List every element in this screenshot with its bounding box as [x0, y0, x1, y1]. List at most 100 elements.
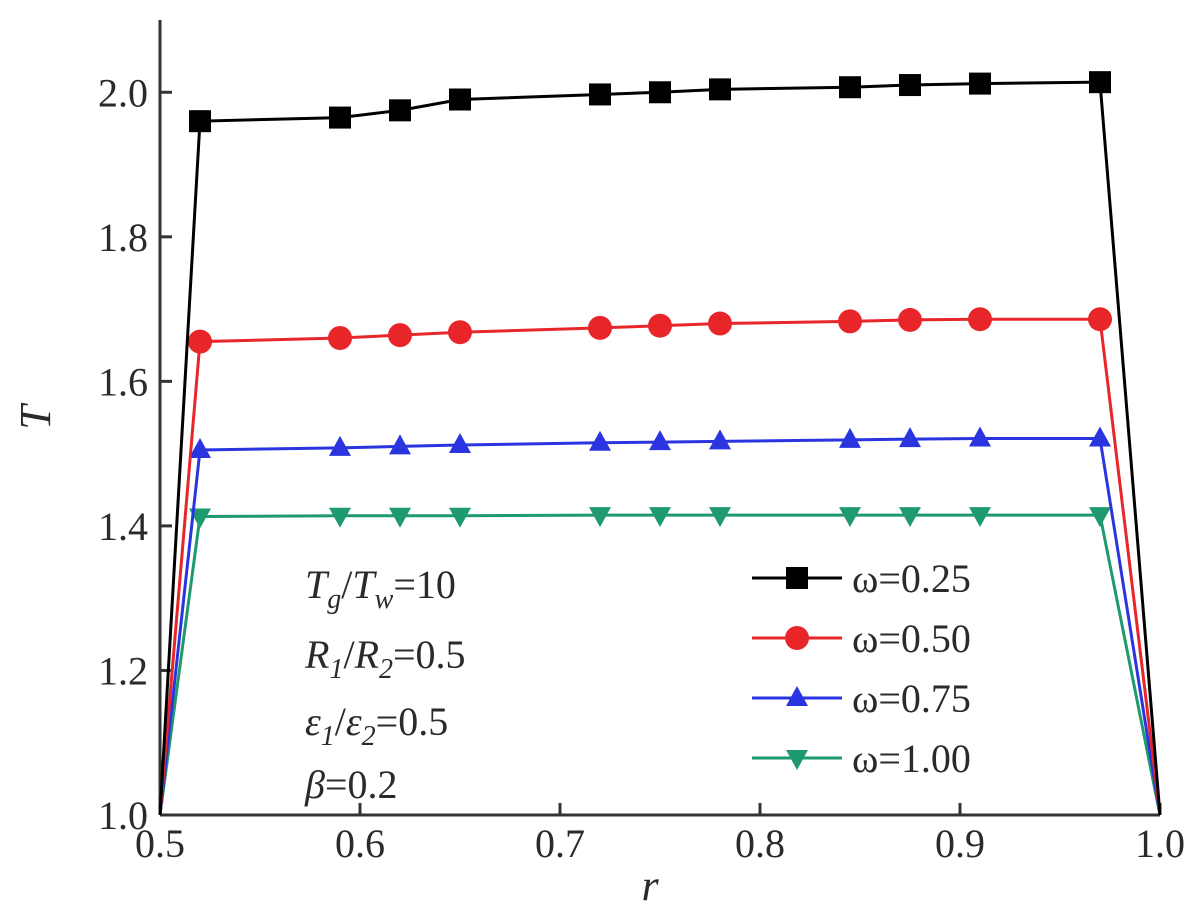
param-subscript: 2 [362, 721, 376, 752]
legend-entry: ω=1.00 [752, 736, 971, 781]
param-subscript: 1 [321, 721, 335, 752]
data-point [589, 430, 611, 451]
y-tick-label: 1.0 [98, 793, 148, 838]
legend-entry: ω=0.50 [752, 616, 971, 661]
parameter-line: R1/R2=0.5 [304, 632, 466, 685]
data-point [389, 99, 411, 122]
legend-marker [786, 686, 808, 706]
data-point [1089, 507, 1111, 528]
legend-marker [785, 626, 809, 650]
param-symbol: β [304, 762, 325, 807]
data-point [188, 329, 212, 354]
legend-entry: ω=0.75 [752, 676, 971, 721]
data-point [838, 309, 862, 334]
y-tick-label: 1.8 [98, 215, 148, 260]
x-tick-label: 1.0 [1135, 821, 1185, 866]
data-point [389, 507, 411, 528]
data-point [708, 311, 732, 336]
series-line [158, 436, 1162, 816]
y-tick-label: 1.6 [98, 359, 148, 404]
y-tick-label: 1.2 [98, 648, 148, 693]
data-point [1088, 307, 1112, 332]
param-subscript: 2 [379, 654, 393, 685]
data-point [589, 83, 611, 106]
series-square [158, 71, 1162, 816]
data-point [329, 435, 351, 456]
data-point [328, 326, 352, 350]
legend-entry: ω=0.25 [752, 556, 971, 601]
parameter-line: β=0.2 [304, 762, 397, 807]
axes: 0.5 0.6 0.7 0.8 0.9 1.0 1.0 1.2 1.4 1.6 1.8 2.0 r T [11, 20, 1185, 910]
data-point [329, 106, 351, 129]
legend: ω=0.25 ω=0.50 ω=0.75 ω=1.00 [752, 556, 971, 781]
x-axis-label: r [641, 861, 659, 910]
data-point [839, 507, 861, 528]
data-point [189, 438, 211, 459]
legend-label: ω=1.00 [852, 736, 971, 781]
x-tick-label: 0.8 [735, 821, 785, 866]
param-subscript: 1 [329, 654, 343, 685]
param-symbol: ε [305, 699, 321, 744]
parameter-line: Tg/Tw=10 [305, 562, 456, 615]
series-triangle-up [158, 426, 1162, 816]
series-circle [158, 307, 1162, 816]
data-point [1089, 426, 1111, 447]
legend-marker [786, 567, 808, 589]
param-slash: / [335, 699, 347, 744]
data-point [709, 429, 731, 450]
param-symbol: R [354, 632, 379, 677]
y-tick-label: 1.4 [98, 504, 148, 549]
param-value: =0.2 [325, 762, 398, 807]
y-tick-label: 2.0 [98, 70, 148, 115]
data-point [449, 88, 471, 111]
data-point [969, 426, 991, 447]
param-slash: / [343, 632, 355, 677]
data-point [899, 74, 921, 97]
data-point [709, 507, 731, 528]
param-slash: / [341, 562, 353, 607]
data-point [189, 110, 211, 133]
data-point [968, 307, 992, 332]
param-value: =0.5 [376, 699, 449, 744]
data-point [648, 313, 672, 338]
data-point [389, 434, 411, 455]
legend-label: ω=0.50 [852, 616, 971, 661]
param-symbol: R [304, 632, 329, 677]
data-point [449, 507, 471, 528]
data-point [839, 76, 861, 99]
data-point [449, 432, 471, 453]
data-point [589, 507, 611, 528]
x-tick-label: 0.7 [535, 821, 585, 866]
data-point [649, 507, 671, 528]
legend-label: ω=0.25 [852, 556, 971, 601]
data-point [898, 307, 922, 332]
data-point [448, 320, 472, 345]
x-tick-label: 0.9 [935, 821, 985, 866]
data-point [588, 315, 612, 340]
data-point [839, 427, 861, 448]
param-subscript: g [327, 584, 341, 615]
data-point [709, 78, 731, 101]
data-point [329, 507, 351, 528]
x-tick-label: 0.6 [335, 821, 385, 866]
param-symbol: T [305, 562, 330, 607]
data-point [649, 81, 671, 104]
data-point [969, 507, 991, 528]
data-point [1089, 71, 1111, 94]
y-axis-label: T [11, 402, 60, 430]
data-point [388, 323, 412, 348]
param-value: =10 [393, 562, 456, 607]
param-symbol: T [352, 562, 377, 607]
series-triangle-down [158, 507, 1162, 816]
param-symbol: ε [346, 699, 362, 744]
data-point [969, 72, 991, 95]
parameter-line: ε1/ε2=0.5 [305, 699, 448, 752]
param-subscript: w [375, 584, 394, 615]
data-point [899, 507, 921, 528]
data-point [899, 427, 921, 448]
series-layer [158, 71, 1162, 816]
param-value: =0.5 [393, 632, 466, 677]
legend-label: ω=0.75 [852, 676, 971, 721]
